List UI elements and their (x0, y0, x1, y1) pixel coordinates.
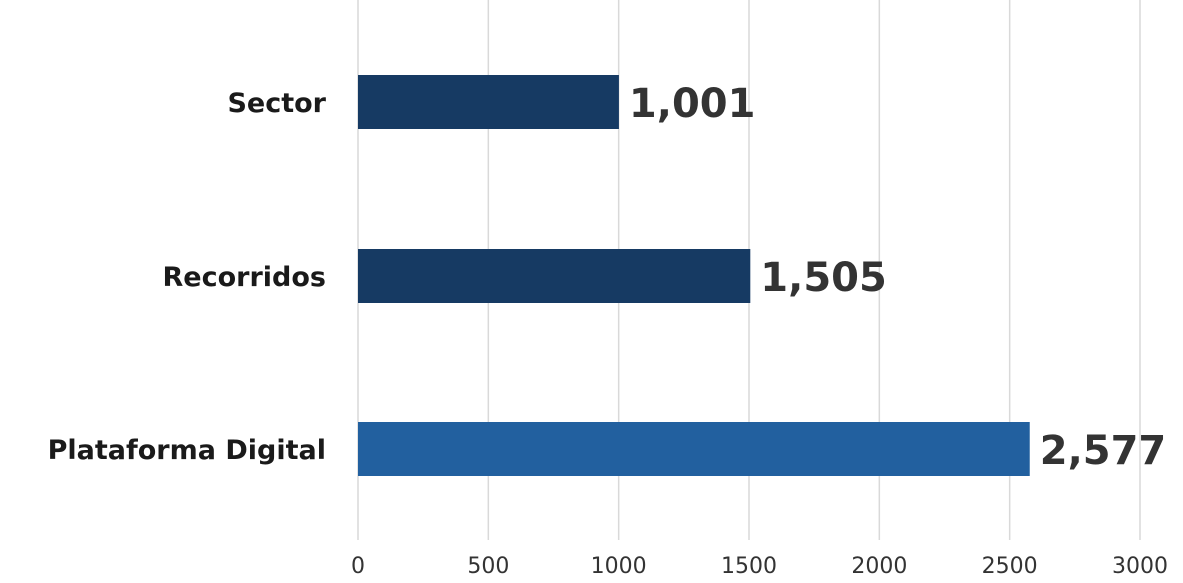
category-label: Recorridos (163, 262, 327, 293)
value-label: 1,001 (629, 81, 756, 127)
x-tick-label: 2000 (851, 554, 907, 579)
value-labels: 1,001 1,505 2,577 (629, 81, 1166, 474)
x-tick-label: 1000 (591, 554, 647, 579)
x-tick-label: 3000 (1112, 554, 1168, 579)
category-label: Sector (227, 88, 326, 119)
bar-sector (358, 75, 619, 129)
x-tick-label: 500 (467, 554, 509, 579)
x-tick-label: 1500 (721, 554, 777, 579)
bar-recorridos (358, 249, 751, 303)
category-labels: Sector Recorridos Plataforma Digital (48, 88, 327, 466)
x-tick-label: 0 (351, 554, 365, 579)
bar-plataforma-digital (358, 422, 1030, 476)
value-label: 2,577 (1040, 428, 1167, 474)
value-label: 1,505 (760, 255, 887, 301)
category-label: Plataforma Digital (48, 435, 326, 466)
bars (358, 75, 1030, 476)
x-tick-label: 2500 (982, 554, 1038, 579)
x-axis-tick-labels: 0 500 1000 1500 2000 2500 3000 (351, 554, 1168, 579)
